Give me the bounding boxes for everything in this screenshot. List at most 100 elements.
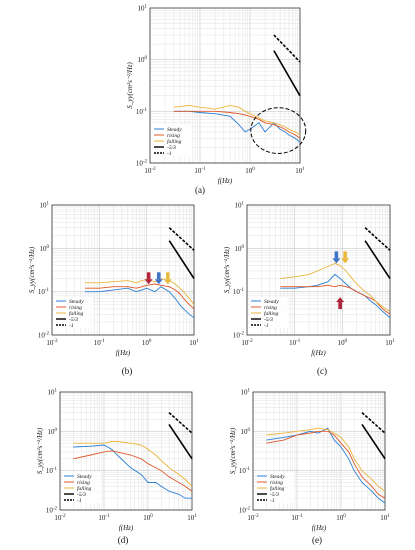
x-tick-c-0: 10-2 <box>241 339 253 347</box>
series-a-rising <box>173 110 301 139</box>
series-e--1 <box>361 412 386 434</box>
legend-entry-b-1: rising <box>69 305 82 311</box>
x-tick-d-2: 100 <box>143 514 153 522</box>
y-tick-d-0: 10-2 <box>46 507 58 515</box>
arrow-shaft <box>156 272 161 280</box>
arrow-head <box>154 279 163 285</box>
legend-entry-a-3: -5/3 <box>167 145 176 151</box>
x-axis-label-e: f(Hz) <box>312 524 327 532</box>
y-tick-a-3: 101 <box>138 5 148 13</box>
legend-entry-a-0: Steady <box>167 127 182 133</box>
series-d-Steady <box>73 444 192 499</box>
panel-d-plot: 10-2 10-1 100 101 10-2 10-1 100 101 f(Hz) S_yy(cm… <box>36 389 197 533</box>
panel-e-label: (e) <box>312 535 322 545</box>
y-axis-label-e: S_yy(cm²s⁻²/Hz) <box>229 427 237 474</box>
panel-a-plot: 10-2 10-1 100 101 10-2 10-1 100 101 f(Hz) S_yy(cm… <box>126 5 307 185</box>
x-tick-a-2: 100 <box>245 167 255 175</box>
panel-d-label: (d) <box>118 535 129 545</box>
y-tick-d-2: 100 <box>48 428 58 436</box>
annotation-ellipse <box>250 107 307 154</box>
series-b--5-3 <box>168 240 195 280</box>
x-tick-d-0: 10-2 <box>54 514 66 522</box>
series-d--5-3 <box>168 423 193 460</box>
plot-frame-e <box>252 391 386 511</box>
y-tick-a-1: 10-1 <box>136 108 148 116</box>
arrow-head <box>163 279 172 285</box>
series-c-Steady <box>280 273 391 319</box>
legend-entry-b-4: -1 <box>69 323 74 329</box>
plot-frame-a <box>149 7 301 164</box>
x-tick-d-1: 10-1 <box>98 514 110 522</box>
legend-entry-d-4: -1 <box>77 498 82 504</box>
y-axis-label-b: S_yy(cm²s⁻²/Hz) <box>28 246 36 293</box>
panel-d: 10-2 10-1 100 101 10-2 10-1 100 101 f(Hz) S_yy(cm… <box>36 389 197 546</box>
x-tick-b-1: 10-1 <box>94 339 106 347</box>
panel-c-label: (c) <box>317 366 327 376</box>
panel-e-plot: 10-2 10-1 100 101 10-2 10-1 100 101 f(Hz) S_yy(cm… <box>229 389 390 533</box>
series-b-Steady <box>85 286 195 319</box>
y-tick-a-0: 10-2 <box>136 160 148 168</box>
plot-frame-c <box>246 204 391 336</box>
x-axis-label-c: f(Hz) <box>311 349 326 357</box>
arrow-b-1 <box>154 272 163 285</box>
y-tick-e-0: 10-2 <box>239 507 251 515</box>
y-tick-b-3: 101 <box>40 202 50 210</box>
series-c-falling <box>280 262 391 312</box>
series-a--5-3 <box>273 50 301 97</box>
legend-entry-e-4: -1 <box>270 498 275 504</box>
x-tick-e-3: 101 <box>380 514 390 522</box>
x-tick-e-2: 100 <box>336 514 346 522</box>
legend-entry-c-0: Steady <box>264 299 279 305</box>
panel-b: 10-2 10-1 100 101 10-2 10-1 100 101 f(Hz) S_yy(cm… <box>28 202 199 377</box>
arrow-shaft <box>334 251 339 259</box>
x-tick-b-0: 10-2 <box>46 339 58 347</box>
arrow-shaft <box>343 251 347 259</box>
x-tick-c-1: 10-1 <box>289 339 301 347</box>
legend-entry-e-2: falling <box>270 485 285 492</box>
arrow-c-0 <box>332 251 341 264</box>
y-tick-e-2: 100 <box>241 428 251 436</box>
y-axis-label-c: S_yy(cm²s⁻²/Hz) <box>223 246 231 293</box>
legend-entry-b-0: Steady <box>69 299 84 305</box>
series-e-falling <box>266 427 386 492</box>
legend-entry-d-2: falling <box>77 485 92 492</box>
arrow-shaft <box>166 272 170 280</box>
legend-entry-e-0: Steady <box>270 474 285 480</box>
grid-a <box>149 8 300 164</box>
legend-entry-a-4: -1 <box>167 151 172 157</box>
series-e--5-3 <box>361 423 386 460</box>
panel-a-label: (a) <box>195 185 205 195</box>
series-d--1 <box>168 412 193 434</box>
x-tick-a-3: 101 <box>295 167 305 175</box>
x-axis-label-d: f(Hz) <box>119 524 134 532</box>
panel-b-label: (b) <box>122 366 133 376</box>
y-tick-b-1: 10-1 <box>38 288 50 296</box>
series-a--1 <box>273 34 301 63</box>
x-axis-label-b: f(Hz) <box>116 349 131 357</box>
legend-entry-d-0: Steady <box>77 474 92 480</box>
plot-frame-b <box>51 204 195 336</box>
panel-c-plot: 10-2 10-1 100 101 10-2 10-1 100 101 f(Hz) S_yy(cm… <box>223 202 395 358</box>
arrow-c-1 <box>341 251 350 264</box>
series-b--1 <box>168 227 195 251</box>
x-tick-b-2: 100 <box>142 339 152 347</box>
series-d-falling <box>73 441 193 487</box>
arrow-c-2 <box>336 297 345 310</box>
series-d-rising <box>73 450 193 492</box>
legend-entry-b-2: falling <box>69 310 84 317</box>
panel-b-plot: 10-2 10-1 100 101 10-2 10-1 100 101 f(Hz) S_yy(cm… <box>28 202 199 358</box>
panel-a: 10-2 10-1 100 101 10-2 10-1 100 101 f(Hz) S_yy(cm… <box>126 5 307 195</box>
plot-frame-d <box>59 391 193 511</box>
legend-entry-a-2: falling <box>167 138 182 145</box>
x-tick-c-3: 101 <box>385 339 395 347</box>
x-tick-c-2: 100 <box>338 339 348 347</box>
arrow-head <box>336 297 345 303</box>
y-tick-a-2: 100 <box>138 56 148 64</box>
y-tick-d-1: 10-1 <box>46 467 58 475</box>
